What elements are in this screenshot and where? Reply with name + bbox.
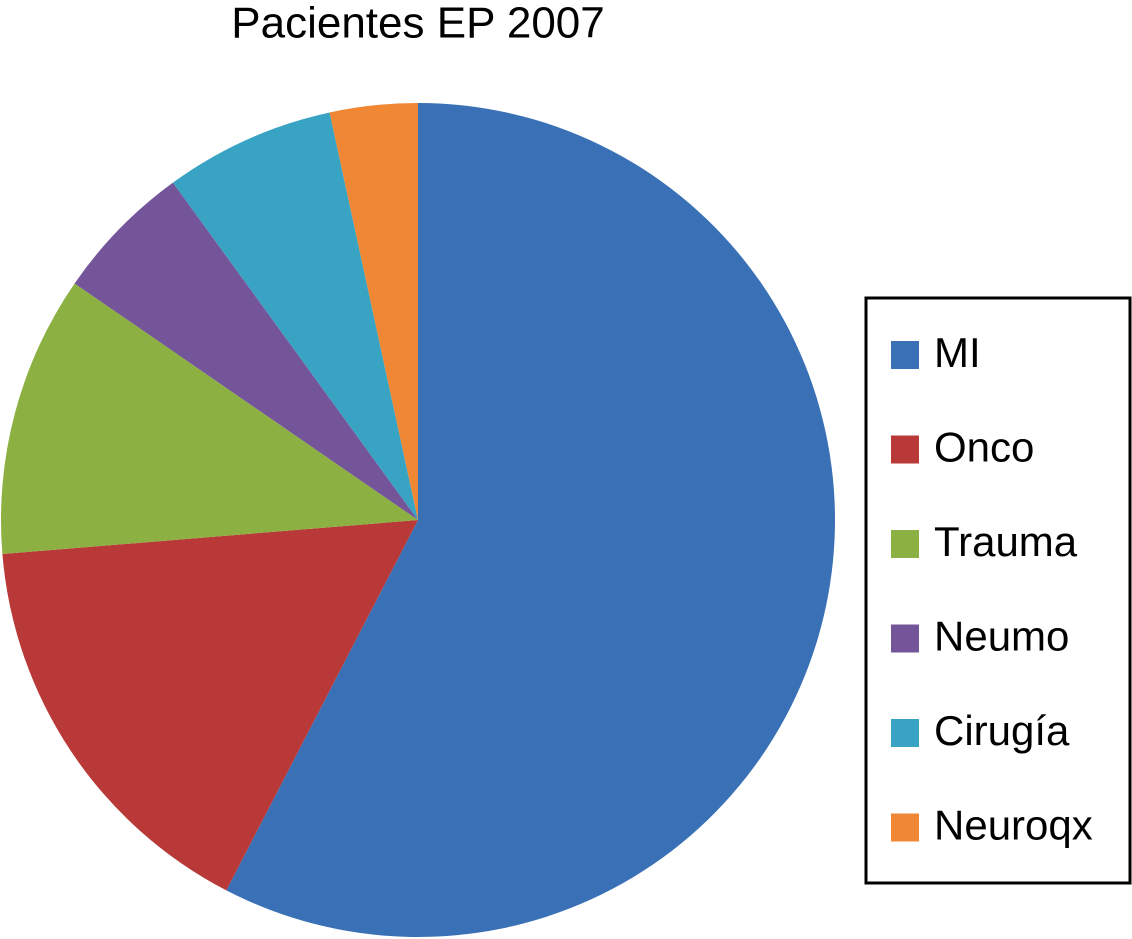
pie-slice: [74, 182, 418, 521]
pie-slice: [329, 103, 418, 520]
pie-slice: [226, 103, 835, 937]
legend-box: [864, 296, 1132, 885]
legend-label: Neuroqx: [934, 802, 1093, 849]
legend-label: MI: [934, 329, 981, 376]
legend-label: Neumo: [934, 613, 1069, 660]
legend-swatch: [891, 341, 919, 369]
chart-title: Pacientes EP 2007: [231, 0, 604, 48]
legend-swatch: [891, 530, 919, 558]
legend-swatch: [891, 813, 919, 842]
legend-label: Trauma: [934, 518, 1078, 565]
legend-swatch: [891, 719, 919, 747]
legend-swatch: [891, 435, 919, 464]
pie-slice: [172, 112, 418, 521]
legend-label: Cirugía: [934, 707, 1070, 754]
pie-slice: [2, 520, 418, 891]
legend-label: Onco: [934, 424, 1034, 471]
pie-slice: [0, 283, 418, 555]
legend-swatch: [891, 624, 919, 653]
